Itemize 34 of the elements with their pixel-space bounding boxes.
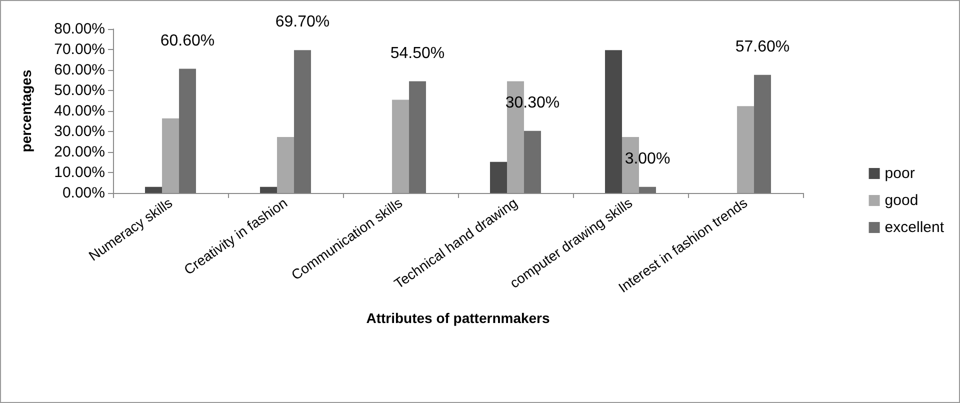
bar [524, 130, 541, 193]
bar [754, 74, 771, 193]
bar [737, 106, 754, 193]
legend-label: excellent [884, 219, 945, 236]
bar [162, 118, 179, 193]
data-label: 60.60% [160, 32, 215, 50]
y-tick-label: 0.00% [62, 184, 105, 202]
y-tick-label: 30.00% [54, 123, 105, 140]
bar [490, 162, 507, 193]
y-tick-label: 70.00% [54, 41, 105, 58]
x-axis-title: Attributes of patternmakers [366, 310, 550, 326]
legend-label: good [884, 192, 918, 209]
data-label: 54.50% [390, 44, 445, 62]
bar [260, 186, 277, 193]
y-tick-label: 80.00% [54, 20, 105, 38]
bar [277, 137, 294, 193]
data-label: 3.00% [624, 150, 670, 168]
y-tick-label: 20.00% [54, 144, 105, 160]
bar [605, 50, 622, 193]
y-tick-label: 50.00% [54, 82, 105, 99]
legend-label: poor [884, 165, 915, 182]
bar [392, 100, 409, 193]
data-label: 69.70% [275, 14, 330, 31]
y-tick-label: 10.00% [54, 164, 105, 181]
bar [639, 186, 656, 193]
bar [294, 50, 311, 193]
bar [409, 81, 426, 193]
data-label: 30.30% [505, 94, 560, 112]
y-tick-label: 60.00% [54, 62, 105, 78]
y-axis-title: percentages [18, 70, 34, 152]
bar [179, 68, 196, 193]
data-label: 57.60% [735, 38, 790, 56]
bar [145, 186, 162, 193]
y-tick-label: 40.00% [54, 102, 105, 120]
